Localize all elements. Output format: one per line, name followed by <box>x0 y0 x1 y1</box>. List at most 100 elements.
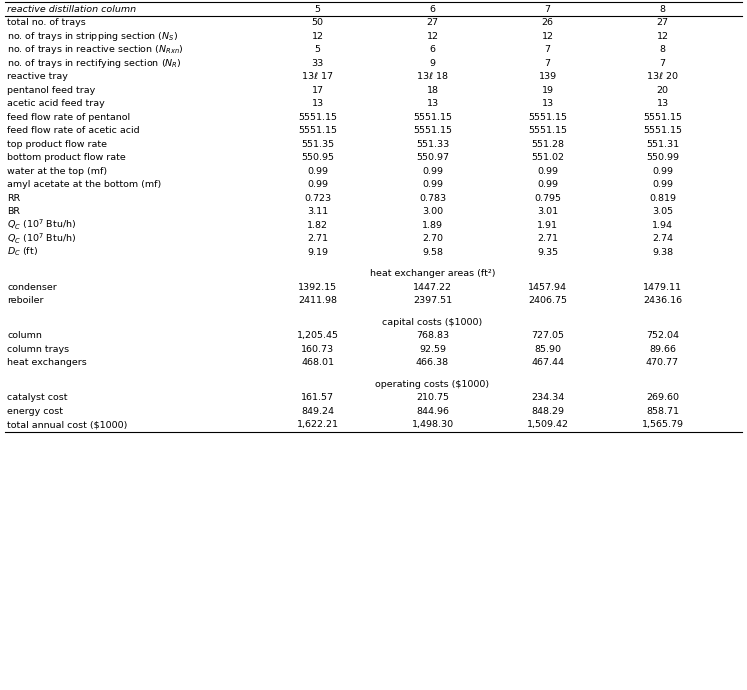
Text: 1,205.45: 1,205.45 <box>297 331 338 340</box>
Text: 27: 27 <box>657 18 669 27</box>
Text: 160.73: 160.73 <box>301 345 334 354</box>
Text: 18: 18 <box>427 86 438 95</box>
Text: 7: 7 <box>545 46 551 55</box>
Text: 0.99: 0.99 <box>652 180 673 189</box>
Text: 0.783: 0.783 <box>419 194 446 203</box>
Text: 9.35: 9.35 <box>537 248 558 257</box>
Text: 0.99: 0.99 <box>422 167 443 176</box>
Text: capital costs ($1000): capital costs ($1000) <box>382 318 483 327</box>
Text: 849.24: 849.24 <box>301 406 334 416</box>
Text: operating costs ($1000): operating costs ($1000) <box>376 380 489 388</box>
Text: 33: 33 <box>311 59 323 68</box>
Text: 12: 12 <box>542 32 554 41</box>
Text: 5551.15: 5551.15 <box>528 126 567 135</box>
Text: total annual cost ($1000): total annual cost ($1000) <box>7 420 128 429</box>
Text: 551.02: 551.02 <box>531 153 564 162</box>
Text: 2397.51: 2397.51 <box>413 296 452 305</box>
Text: $Q_C$ (10$^7$ Btu/h): $Q_C$ (10$^7$ Btu/h) <box>7 218 76 233</box>
Text: feed flow rate of acetic acid: feed flow rate of acetic acid <box>7 126 140 135</box>
Text: 210.75: 210.75 <box>416 393 449 402</box>
Text: 466.38: 466.38 <box>416 358 449 367</box>
Text: 20: 20 <box>657 86 669 95</box>
Text: total no. of trays: total no. of trays <box>7 18 86 27</box>
Text: 139: 139 <box>539 72 557 81</box>
Text: 1.91: 1.91 <box>537 221 558 230</box>
Text: $Q_C$ (10$^7$ Btu/h): $Q_C$ (10$^7$ Btu/h) <box>7 232 76 246</box>
Text: $D_C$ (ft): $D_C$ (ft) <box>7 246 38 259</box>
Text: 551.35: 551.35 <box>301 140 334 149</box>
Text: 550.95: 550.95 <box>301 153 334 162</box>
Text: 7: 7 <box>545 5 551 14</box>
Text: 5551.15: 5551.15 <box>298 126 337 135</box>
Text: 17: 17 <box>311 86 323 95</box>
Text: 6: 6 <box>430 5 436 14</box>
Text: 768.83: 768.83 <box>416 331 449 340</box>
Text: 1.82: 1.82 <box>307 221 328 230</box>
Text: 2.71: 2.71 <box>307 234 328 244</box>
Text: 0.819: 0.819 <box>649 194 676 203</box>
Text: no. of trays in reactive section ($N_{Rxn}$): no. of trays in reactive section ($N_{Rx… <box>7 43 184 57</box>
Text: acetic acid feed tray: acetic acid feed tray <box>7 99 105 108</box>
Text: 2411.98: 2411.98 <box>298 296 337 305</box>
Text: 85.90: 85.90 <box>534 345 561 354</box>
Text: 19: 19 <box>542 86 554 95</box>
Text: 13ℓ 17: 13ℓ 17 <box>302 72 333 81</box>
Text: BR: BR <box>7 207 20 216</box>
Text: 467.44: 467.44 <box>531 358 564 367</box>
Text: amyl acetate at the bottom (mf): amyl acetate at the bottom (mf) <box>7 180 161 189</box>
Text: 9: 9 <box>430 59 436 68</box>
Text: 550.99: 550.99 <box>646 153 679 162</box>
Text: 7: 7 <box>545 59 551 68</box>
Text: 26: 26 <box>542 18 554 27</box>
Text: 5551.15: 5551.15 <box>528 112 567 121</box>
Text: heat exchanger areas (ft²): heat exchanger areas (ft²) <box>370 269 495 278</box>
Text: 9.19: 9.19 <box>307 248 328 257</box>
Text: 12: 12 <box>427 32 438 41</box>
Text: 3.05: 3.05 <box>652 207 673 216</box>
Text: column trays: column trays <box>7 345 69 354</box>
Text: 5551.15: 5551.15 <box>413 126 452 135</box>
Text: 12: 12 <box>311 32 323 41</box>
Text: 13ℓ 18: 13ℓ 18 <box>417 72 448 81</box>
Text: 2.74: 2.74 <box>652 234 673 244</box>
Text: 89.66: 89.66 <box>649 345 676 354</box>
Text: 1,622.21: 1,622.21 <box>297 420 338 429</box>
Text: 1,509.42: 1,509.42 <box>527 420 568 429</box>
Text: 752.04: 752.04 <box>646 331 679 340</box>
Text: 2406.75: 2406.75 <box>528 296 567 305</box>
Text: 2.70: 2.70 <box>422 234 443 244</box>
Text: water at the top (mf): water at the top (mf) <box>7 167 107 176</box>
Text: 13: 13 <box>542 99 554 108</box>
Text: 5551.15: 5551.15 <box>298 112 337 121</box>
Text: 1457.94: 1457.94 <box>528 283 567 292</box>
Text: no. of trays in stripping section ($N_S$): no. of trays in stripping section ($N_S$… <box>7 30 179 43</box>
Text: 0.99: 0.99 <box>537 180 558 189</box>
Text: 13: 13 <box>657 99 669 108</box>
Text: condenser: condenser <box>7 283 57 292</box>
Text: 12: 12 <box>657 32 669 41</box>
Text: 13: 13 <box>427 99 438 108</box>
Text: 0.99: 0.99 <box>307 167 328 176</box>
Text: energy cost: energy cost <box>7 406 63 416</box>
Text: 9.58: 9.58 <box>422 248 443 257</box>
Text: 468.01: 468.01 <box>301 358 334 367</box>
Text: 0.723: 0.723 <box>304 194 331 203</box>
Text: 5551.15: 5551.15 <box>643 112 682 121</box>
Text: RR: RR <box>7 194 20 203</box>
Text: 3.00: 3.00 <box>422 207 443 216</box>
Text: heat exchangers: heat exchangers <box>7 358 87 367</box>
Text: 234.34: 234.34 <box>531 393 564 402</box>
Text: 92.59: 92.59 <box>419 345 446 354</box>
Text: 551.33: 551.33 <box>416 140 449 149</box>
Text: 6: 6 <box>430 46 436 55</box>
Text: 2.71: 2.71 <box>537 234 558 244</box>
Text: 5: 5 <box>314 46 320 55</box>
Text: column: column <box>7 331 42 340</box>
Text: 1479.11: 1479.11 <box>643 283 682 292</box>
Text: 9.38: 9.38 <box>652 248 673 257</box>
Text: reactive distillation column: reactive distillation column <box>7 5 136 14</box>
Text: 1447.22: 1447.22 <box>413 283 452 292</box>
Text: 550.97: 550.97 <box>416 153 449 162</box>
Text: 5551.15: 5551.15 <box>643 126 682 135</box>
Text: reactive tray: reactive tray <box>7 72 68 81</box>
